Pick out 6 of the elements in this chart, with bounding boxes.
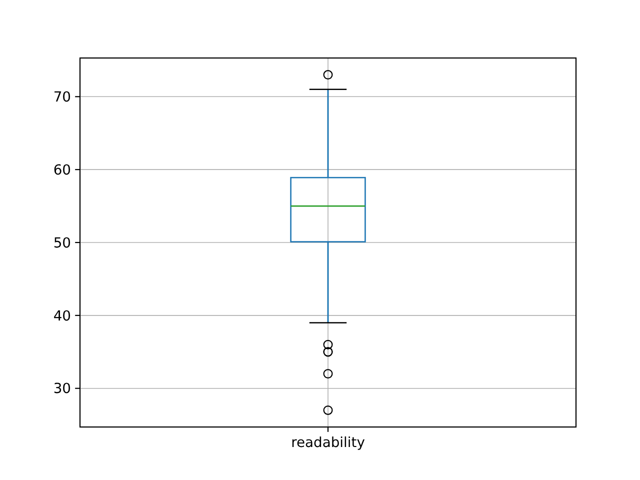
y-tick-label: 60: [53, 162, 71, 178]
y-tick-label: 70: [53, 90, 71, 106]
y-tick-label: 30: [53, 381, 71, 398]
y-tick-label: 50: [53, 235, 71, 252]
x-tick-label: readability: [291, 435, 365, 452]
y-tick-label: 40: [53, 308, 71, 324]
